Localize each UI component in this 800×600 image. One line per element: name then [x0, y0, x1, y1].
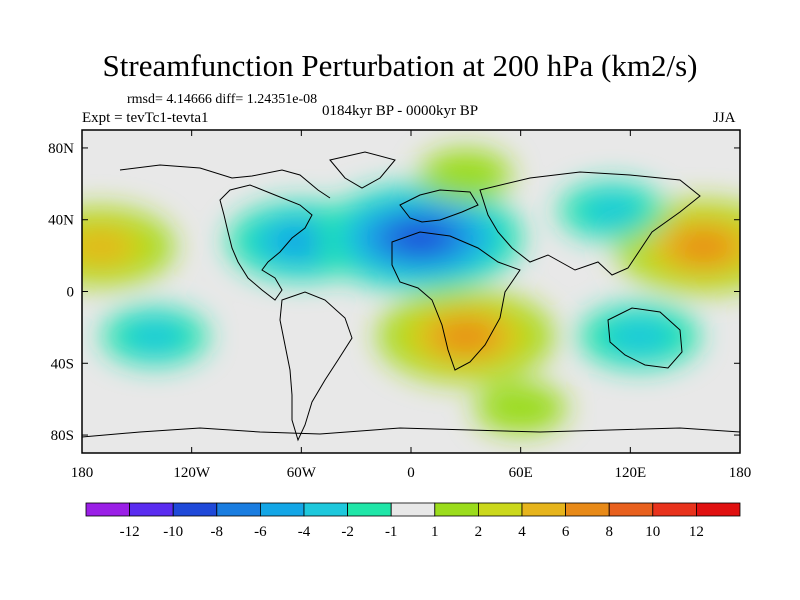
stats-line: rmsd= 4.14666 diff= 1.24351e-08 [127, 92, 318, 107]
contour-north-pacific-high-west [674, 231, 733, 263]
colorbar-swatch [390, 502, 436, 517]
contour-north-atlantic-low [269, 224, 334, 259]
colorbar-swatch [303, 502, 348, 517]
colorbar-swatch [216, 502, 261, 517]
colorbar-label: 10 [645, 524, 660, 540]
colorbar-label: -2 [341, 524, 354, 540]
contour-east-asia-low [580, 193, 644, 229]
colorbar-swatch [652, 502, 697, 517]
contour-north-pacific-high-east [82, 229, 132, 264]
y-tick-label: 40N [48, 213, 74, 229]
colorbar-swatch [259, 502, 305, 517]
colorbar-label: 6 [562, 524, 570, 540]
colorbar-label: 2 [475, 524, 483, 540]
y-tick-label: 80S [51, 428, 74, 444]
colorbar-swatch [477, 502, 523, 517]
season-label: JJA [713, 110, 736, 126]
colorbar-swatch [434, 502, 479, 517]
colorbar-label: -1 [385, 524, 398, 540]
contour-arctic-high [419, 149, 512, 201]
y-tick-label: 80N [48, 141, 74, 157]
y-tick-label: 40S [51, 356, 74, 372]
colorbar-label: -4 [298, 524, 311, 540]
contour-southern-ocean-high [474, 382, 567, 434]
colorbar-label: 4 [518, 524, 526, 540]
x-tick-label: 180 [71, 465, 94, 481]
colorbar-label: -8 [211, 524, 224, 540]
colorbar-swatch [172, 502, 218, 517]
x-tick-label: 180 [729, 465, 752, 481]
y-tick-label: 0 [67, 285, 75, 301]
colorbar-label: 12 [689, 524, 704, 540]
x-tick-label: 60W [287, 465, 317, 481]
period-label: 0184kyr BP - 0000kyr BP [322, 103, 479, 119]
colorbar-label: -10 [163, 524, 183, 540]
colorbar-swatch [129, 502, 174, 517]
x-tick-label: 120W [173, 465, 211, 481]
colorbar-label: 1 [431, 524, 439, 540]
x-tick-label: 0 [407, 465, 415, 481]
colorbar-swatch [521, 502, 566, 517]
colorbar: -12 -10 -8 -6 -4 -2 -1 1 2 4 6 8 10 12 [85, 502, 741, 540]
colorbar-swatch [347, 502, 392, 517]
chart-title: Streamfunction Perturbation at 200 hPa (… [102, 48, 698, 83]
contour-south-african-high [436, 320, 496, 352]
contour-australian-low [603, 316, 676, 356]
contour-south-pacific-low [123, 318, 187, 354]
coastlines [82, 151, 740, 442]
colorbar-swatch [85, 502, 130, 517]
colorbar-label: 8 [605, 524, 613, 540]
colorbar-swatch [696, 502, 741, 517]
colorbar-swatch [608, 502, 654, 517]
colorbar-swatch [565, 502, 610, 517]
colorbar-label: -12 [120, 524, 140, 540]
colorbar-label: -6 [254, 524, 267, 540]
contour-mediterranean-low [392, 223, 448, 253]
streamfunction-field [82, 130, 740, 453]
map-background [82, 130, 740, 453]
x-tick-label: 60E [509, 465, 533, 481]
x-tick-label: 120E [614, 465, 646, 481]
experiment-label: Expt = tevTc1-tevta1 [82, 110, 209, 126]
